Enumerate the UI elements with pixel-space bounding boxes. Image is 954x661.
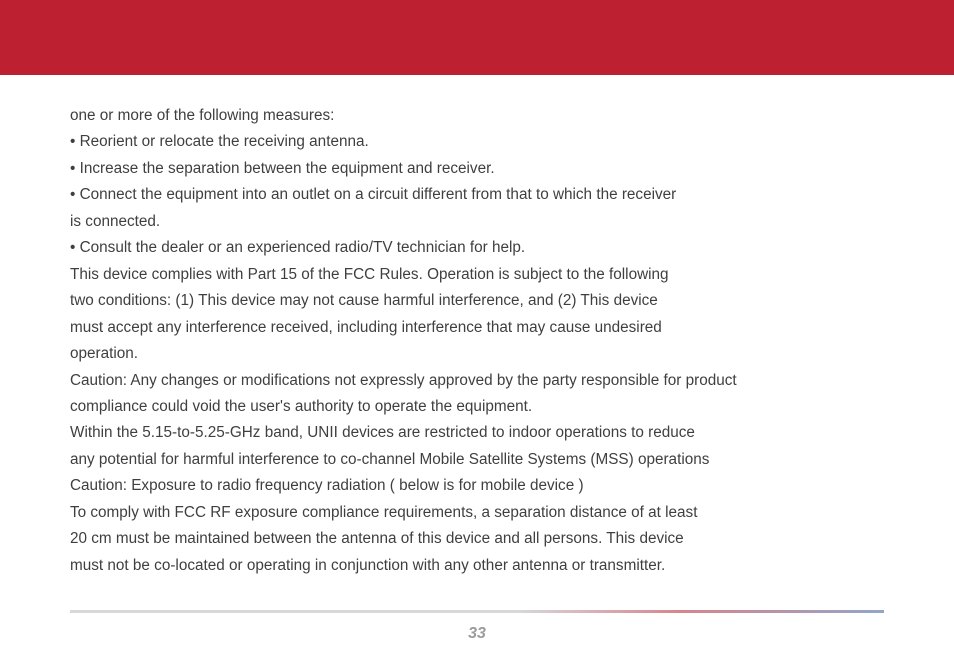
body-line: Caution: Exposure to radio frequency rad… (70, 473, 884, 499)
body-line: Within the 5.15-to-5.25-GHz band, UNII d… (70, 420, 884, 446)
body-line: • Reorient or relocate the receiving ant… (70, 129, 884, 155)
page-number: 33 (0, 625, 954, 643)
body-line: • Increase the separation between the eq… (70, 156, 884, 182)
body-line: two conditions: (1) This device may not … (70, 288, 884, 314)
body-line: • Connect the equipment into an outlet o… (70, 182, 884, 208)
body-line: must accept any interference received, i… (70, 315, 884, 341)
header-bar (0, 0, 954, 75)
body-line: Caution: Any changes or modifications no… (70, 368, 884, 394)
body-line: one or more of the following measures: (70, 103, 884, 129)
body-line: 20 cm must be maintained between the ant… (70, 526, 884, 552)
body-line: This device complies with Part 15 of the… (70, 262, 884, 288)
body-line: To comply with FCC RF exposure complianc… (70, 500, 884, 526)
document-body: one or more of the following measures: •… (0, 75, 954, 579)
body-line: operation. (70, 341, 884, 367)
body-line: must not be co-located or operating in c… (70, 553, 884, 579)
body-line: any potential for harmful interference t… (70, 447, 884, 473)
body-line: compliance could void the user's authori… (70, 394, 884, 420)
footer-divider (70, 610, 884, 613)
body-line: is connected. (70, 209, 884, 235)
body-line: • Consult the dealer or an experienced r… (70, 235, 884, 261)
